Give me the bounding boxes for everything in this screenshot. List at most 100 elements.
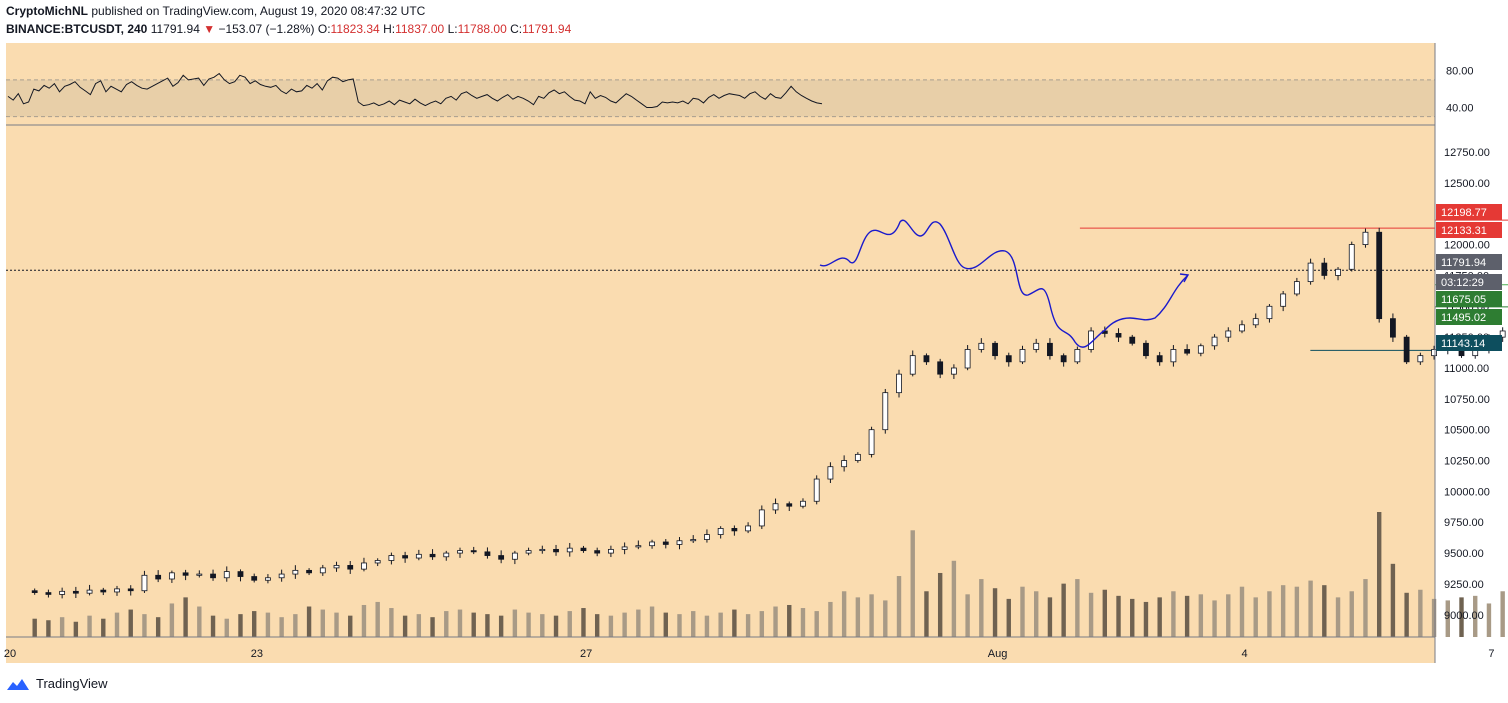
candle-body — [1211, 336, 1218, 347]
volume-bar — [1376, 512, 1382, 637]
volume-bar — [457, 609, 463, 637]
candle-body — [1239, 324, 1245, 332]
volume-bar — [1102, 589, 1108, 637]
candle-body — [1170, 349, 1177, 363]
level-label-bg — [1436, 291, 1502, 307]
candle-body — [937, 361, 944, 375]
volume-bar — [416, 614, 422, 637]
volume-bar — [663, 612, 668, 637]
projection-arrowhead — [1179, 273, 1190, 283]
volume-bar — [1143, 601, 1149, 637]
volume-bar — [1335, 597, 1341, 637]
volume-bar — [855, 597, 861, 637]
candle-body — [1348, 244, 1355, 270]
down-arrow-icon: ▼ — [203, 22, 216, 36]
volume-bar — [59, 617, 65, 637]
volume-bar — [622, 612, 627, 637]
candle-body — [306, 569, 312, 574]
candle-body — [72, 590, 79, 594]
tradingview-branding[interactable]: TradingView — [6, 676, 108, 691]
volume-bar — [128, 609, 133, 637]
candle-body — [1335, 268, 1341, 276]
volume-bar — [1294, 586, 1300, 637]
candle-body — [772, 503, 779, 511]
candle-body — [758, 509, 765, 527]
candle-body — [223, 571, 230, 579]
price-tick-label: 11000.00 — [1444, 363, 1489, 375]
volume-bar — [1157, 597, 1162, 637]
candle-body — [1005, 355, 1012, 363]
volume-bar — [1130, 598, 1135, 637]
candle-body — [1143, 342, 1149, 357]
candle-body — [1252, 318, 1259, 326]
volume-bar — [841, 591, 847, 637]
time-axis[interactable]: 202327Aug47101317202427Sep4710 — [4, 648, 1508, 660]
volume-bar — [636, 609, 641, 637]
level-label: 11495.02 — [1441, 312, 1486, 324]
candle-body — [800, 500, 806, 507]
candle-body — [566, 547, 573, 553]
author-name[interactable]: CryptoMichNL — [6, 4, 88, 18]
candle-body — [374, 560, 381, 564]
volume-bar — [773, 606, 778, 637]
volume-bar — [32, 618, 37, 637]
candle-body — [237, 571, 244, 577]
volume-bar — [334, 612, 339, 637]
ohlc-legend: BINANCE:BTCUSDT, 240 11791.94 ▼ −153.07 … — [6, 22, 571, 36]
candle-body — [443, 552, 450, 558]
price-change: −153.07 (−1.28%) — [218, 22, 315, 36]
candle-body — [882, 392, 889, 431]
rsi-panel — [6, 72, 1435, 118]
chart-background — [6, 43, 1435, 663]
candle-body — [333, 565, 340, 569]
volume-bar — [1308, 580, 1313, 637]
volume-bar — [1322, 585, 1327, 637]
close-value: 11791.94 — [522, 22, 572, 36]
axis-price-labels: 12198.77 12133.31 11791.94 03:12:29 11675.05… — [1436, 204, 1502, 351]
candle-body — [429, 553, 436, 558]
volume-bar — [608, 615, 614, 637]
time-tick-label: 23 — [251, 648, 263, 660]
volume-bar — [1006, 598, 1011, 637]
level-label: 11143.14 — [1441, 338, 1485, 350]
tradingview-brand-label: TradingView — [36, 676, 108, 691]
level-label-bg — [1436, 204, 1502, 220]
candle-body — [662, 541, 669, 545]
volume-bar — [1088, 592, 1094, 637]
level-label-bg — [1436, 222, 1502, 238]
price-tick-label: 9500.00 — [1444, 548, 1484, 560]
tradingview-logo-icon — [7, 678, 29, 690]
candle-body — [553, 548, 559, 553]
candle-body — [319, 567, 326, 574]
open-label: O: — [317, 22, 331, 36]
volume-bar — [197, 606, 202, 637]
volume-bar — [1198, 594, 1204, 637]
volume-bar — [306, 606, 312, 637]
volume-bar — [704, 615, 710, 637]
candle-body — [86, 589, 93, 594]
candle-body — [1019, 349, 1026, 363]
candlesticks — [31, 227, 1506, 599]
candle-body — [1156, 355, 1163, 363]
candle-body — [196, 573, 203, 576]
volume-bar — [540, 614, 545, 637]
volume-bar — [1061, 583, 1066, 637]
volume-bar — [210, 615, 216, 637]
candle-body — [1431, 349, 1437, 357]
candle-body — [114, 588, 120, 593]
volume-bar — [814, 611, 819, 637]
volume-bar — [348, 615, 353, 637]
volume-bar — [238, 614, 243, 637]
volume-bar — [252, 611, 257, 637]
candle-body — [347, 565, 354, 570]
volume-bar — [1253, 597, 1258, 637]
price-tick-label: 10750.00 — [1444, 394, 1490, 406]
volume-bar — [1349, 591, 1354, 637]
level-label-bg — [1436, 309, 1502, 325]
candle-body — [868, 429, 875, 455]
volume-bar — [1500, 591, 1505, 637]
current-price-label: 11791.94 — [1441, 257, 1486, 269]
volume-bar — [169, 603, 175, 637]
volume-bar — [402, 615, 408, 637]
